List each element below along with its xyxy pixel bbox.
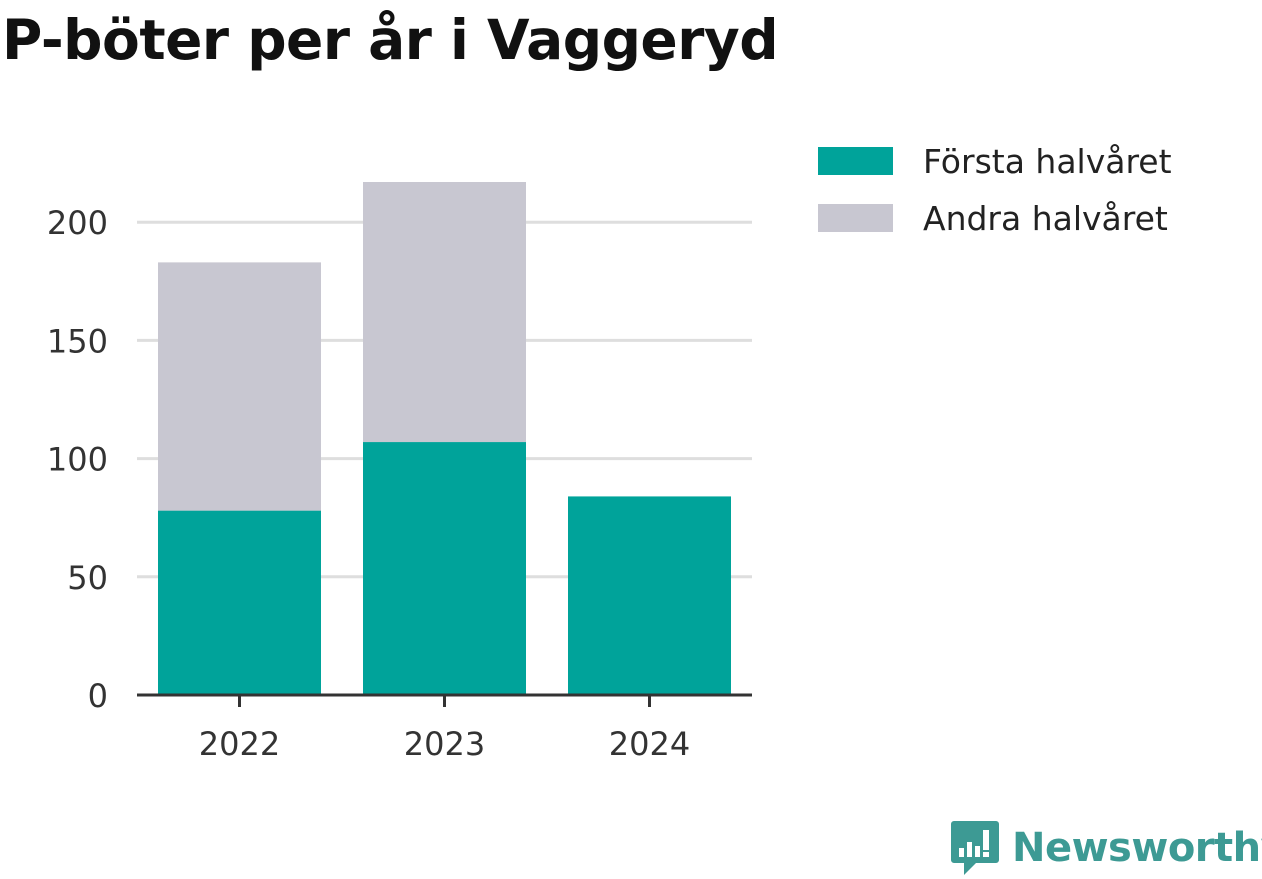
x-tick-label: 2024: [609, 725, 690, 763]
y-tick-label: 50: [67, 559, 108, 597]
bar-2023-series-0: [363, 442, 526, 695]
bar-2022-series-1: [158, 262, 321, 511]
axes: 0 50 100 150 200 2022 2023 2024: [47, 204, 752, 763]
x-tick-label: 2022: [199, 725, 280, 763]
y-tick-label: 200: [47, 204, 108, 242]
bars: [158, 182, 731, 695]
x-tick-label: 2023: [404, 725, 485, 763]
legend-swatch-0: [818, 147, 893, 175]
y-tick-label: 150: [47, 322, 108, 360]
legend-label-0: Första halvåret: [923, 142, 1172, 181]
legend: Första halvåret Andra halvåret: [818, 142, 1172, 238]
y-tick-label: 0: [88, 677, 108, 715]
brand-logo: Newsworthy: [950, 818, 1262, 878]
chart-title: P-böter per år i Vaggeryd: [2, 8, 779, 72]
newsworthy-logo-icon: [951, 821, 999, 875]
bar-2023-series-1: [363, 182, 526, 443]
brand-name: Newsworthy: [1012, 825, 1262, 871]
legend-label-1: Andra halvåret: [923, 199, 1168, 238]
y-tick-label: 100: [47, 441, 108, 479]
legend-swatch-1: [818, 204, 893, 232]
bar-2022-series-0: [158, 510, 321, 695]
bar-2024-series-0: [568, 496, 731, 695]
